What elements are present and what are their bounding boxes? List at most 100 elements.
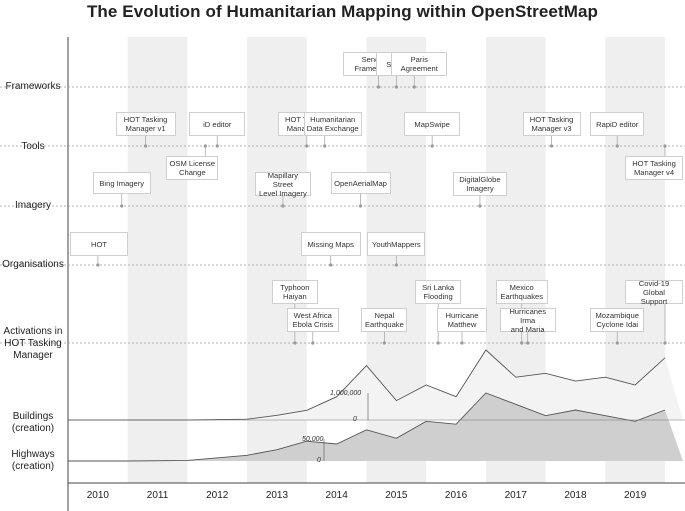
event-label-line: RapiD editor [596,119,639,129]
row-label-organisations: Organisations [2,259,64,270]
event-marker [394,85,398,89]
event-box-activations: Hurricanes Irma and Maria [499,307,556,334]
row-label-line: Manager [13,350,53,361]
year-band-end [665,37,685,483]
event-marker [436,341,440,345]
event-box-activations: Mozambique Cyclone Idai [590,308,645,332]
event-label: Nepal Earthquake [365,311,404,329]
event-label-line: Typhoon [280,283,310,292]
event-box-tools: iD editor [189,112,246,136]
event-label: DigitalGlobe Imagery [459,175,500,193]
axis-value-label: 1,000,000 [330,390,362,397]
event-label-line: Imagery [466,184,494,193]
year-band [247,37,307,483]
event-box-organisations: HOT [70,232,128,256]
event-label-line: YouthMappers [371,239,421,249]
event-marker [120,204,124,208]
event-box-activations: Mexico Earthquakes [495,280,548,304]
row-label-line: (creation) [11,461,55,472]
event-label: RapiD editor [596,120,638,129]
event-label-line: OpenAerialMap [334,178,387,188]
event-label-line: and Maria [510,324,545,334]
buildings-series-fill [68,350,683,420]
event-label: Bing Imagery [99,179,144,188]
event-label-line: Missing Maps [307,239,354,249]
event-label-line: Support [640,296,668,306]
event-label-line: Data Exchange [306,124,359,133]
event-label: Sri Lanka Flooding [422,283,454,301]
event-marker [663,144,667,148]
year-label: 2011 [146,490,169,501]
event-marker [358,204,363,208]
event-label: HOT [91,240,107,249]
event-label: Mapillary Street Level Imagery [258,171,308,198]
event-label: Humanitarian Data Exchange [307,115,359,133]
event-label: OpenAerialMap [334,179,387,188]
event-label: iD editor [203,120,231,129]
row-label-buildings: Buildings (creation) [0,411,66,435]
event-box-activations: Covid-19 Global Support [625,279,683,306]
event-label: Hurricanes Irma and Maria [503,307,553,334]
year-label: 2016 [444,490,468,501]
event-box-tools: HOT Tasking Manager v3 [522,112,581,136]
event-label-line: MapSwipe [414,119,450,129]
event-label-line: Haiyan [283,292,307,301]
event-box-imagery: Mapillary Street Level Imagery [254,171,311,198]
event-label-line: Hurricane [445,311,479,320]
event-label-line: Paris [410,55,428,64]
highways-series-line [68,392,666,462]
event-label-line: Humanitarian [310,115,356,124]
event-marker [412,85,416,89]
year-label: 2013 [265,490,289,501]
event-label: HOT Tasking Manager v3 [530,115,574,133]
event-marker [549,144,554,148]
event-box-organisations: Missing Maps [300,232,361,256]
event-marker [215,144,219,148]
event-label-line: Ebola Crisis [292,320,334,329]
event-label: Typhoon Haiyan [280,283,309,301]
event-label: Paris Agreement [401,55,438,73]
axis-value-label: 0 [317,457,321,464]
time-series-areas [68,349,685,462]
event-box-activations: West Africa Ebola Crisis [286,308,339,332]
event-box-imagery: OpenAerialMap [330,172,391,194]
year-label: 2015 [385,490,408,501]
event-label: Sendai Framework [354,55,392,73]
event-marker [329,263,333,267]
event-label-line: Mapillary Street [267,170,299,189]
row-label-line: HOT Tasking [4,338,62,349]
event-label: Mexico Earthquakes [500,283,543,301]
event-marker [311,341,315,345]
event-label-line: Manager v1 [125,124,166,133]
diagram-title: The Evolution of Humanitarian Mapping wi… [86,2,599,21]
event-marker [394,263,398,267]
event-label-line: Sri Lanka [422,283,455,292]
event-marker [430,144,434,148]
row-label-activations: Activations in HOT Tasking Manager [0,326,66,362]
event-marker [203,144,207,148]
event-box-activations: Nepal Earthquake [361,308,408,332]
event-label-line: Matthew [447,320,477,329]
event-marker [460,341,464,345]
row-label-tools: Tools [21,141,45,152]
event-marker [478,204,482,208]
event-box-tools: OSM License Change [166,156,219,180]
event-label-line: Covid-19 Global [638,278,670,297]
event-label-line: Mexico [509,283,534,292]
event-label-line: Manager v4 [633,168,675,177]
event-label: Covid-19 Global Support [628,279,680,306]
event-label-line: Cyclone Idai [596,320,639,329]
row-label-line: Buildings [12,411,54,422]
event-label-line: OSM License [169,159,216,168]
event-label-line: iD editor [203,119,232,129]
event-marker [323,144,327,148]
event-box-tools: RapiD editor [590,112,645,136]
year-label: 2017 [504,490,527,501]
event-marker [615,341,619,345]
event-box-tools: HOT Tasking Manager v4 [625,156,683,180]
event-label: Hurricane Matthew [446,311,479,329]
axis-value-label: 50,000 [302,436,324,443]
event-label-line: Level Imagery [259,188,307,198]
row-label-highways: Highways (creation) [0,449,66,473]
